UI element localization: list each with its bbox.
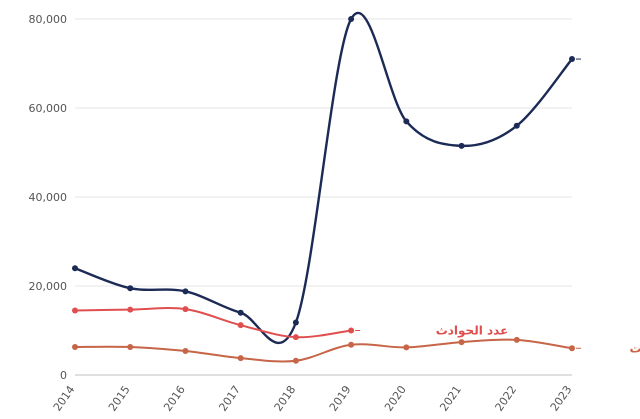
data-point bbox=[237, 355, 244, 362]
data-point bbox=[348, 16, 355, 22]
data-point bbox=[513, 122, 520, 129]
data-point bbox=[569, 345, 575, 352]
x-tick-label: 2023 bbox=[548, 383, 575, 413]
data-point bbox=[348, 327, 355, 334]
series-line bbox=[74, 11, 573, 345]
data-point bbox=[127, 285, 134, 292]
data-point bbox=[127, 343, 134, 350]
x-tick-label: 2019 bbox=[327, 383, 354, 413]
data-point bbox=[292, 319, 299, 326]
series-labels: المصابونعدد الحوادثالوفيات bbox=[355, 52, 640, 356]
data-point bbox=[348, 341, 355, 348]
data-point bbox=[513, 336, 520, 343]
data-point bbox=[182, 347, 189, 354]
x-tick-label: 2016 bbox=[161, 383, 188, 413]
data-point bbox=[403, 118, 410, 125]
data-point bbox=[458, 339, 465, 346]
y-tick-label: 20,000 bbox=[29, 280, 68, 293]
x-axis-ticks: 2014 2015 2016 2017 2018 2019 2020 2021 2022 2023 bbox=[51, 383, 575, 413]
y-tick-label: 80,000 bbox=[29, 13, 68, 26]
data-point bbox=[182, 288, 189, 295]
series-line bbox=[74, 338, 573, 363]
data-point bbox=[127, 306, 134, 313]
data-point bbox=[292, 357, 299, 364]
data-point bbox=[569, 56, 575, 63]
data-point bbox=[72, 343, 78, 350]
data-point bbox=[458, 142, 465, 149]
x-tick-label: 2015 bbox=[106, 383, 133, 413]
y-tick-label: 60,000 bbox=[29, 102, 68, 115]
x-tick-label: 2014 bbox=[51, 383, 78, 413]
series-points bbox=[72, 16, 575, 364]
series-lines bbox=[74, 11, 573, 363]
x-tick-label: 2018 bbox=[272, 383, 299, 413]
series-label: الوفيات bbox=[629, 341, 640, 356]
x-tick-label: 2022 bbox=[493, 383, 520, 413]
data-point bbox=[292, 334, 299, 341]
x-tick-label: 2017 bbox=[216, 383, 243, 413]
series-line bbox=[74, 307, 352, 339]
x-tick-label: 2020 bbox=[382, 383, 409, 413]
y-tick-label: 0 bbox=[60, 369, 67, 382]
data-point bbox=[72, 265, 78, 272]
data-point bbox=[72, 307, 78, 314]
data-point bbox=[403, 344, 410, 351]
data-point bbox=[237, 322, 244, 329]
data-point bbox=[182, 306, 189, 313]
y-tick-label: 40,000 bbox=[29, 191, 68, 204]
series-label: عدد الحوادث bbox=[436, 324, 509, 339]
y-axis-ticks: 0 20,000 40,000 60,000 80,000 bbox=[29, 13, 68, 382]
data-point bbox=[237, 309, 244, 316]
gridlines bbox=[75, 18, 572, 376]
x-tick-label: 2021 bbox=[437, 383, 464, 413]
